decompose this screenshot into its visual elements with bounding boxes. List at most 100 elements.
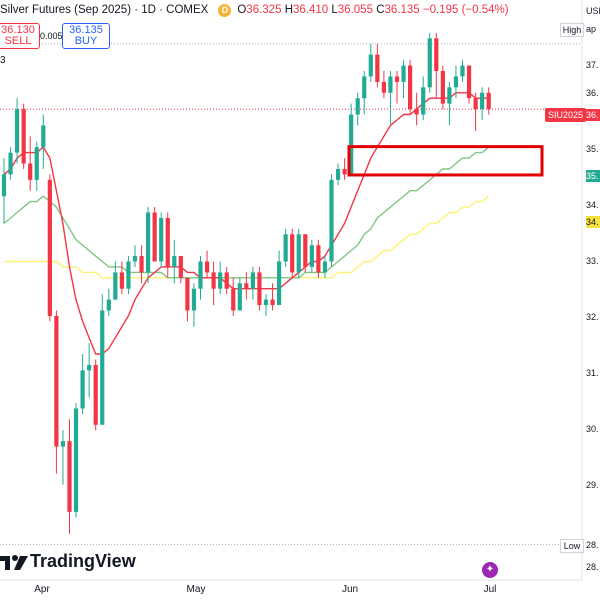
candle	[342, 158, 347, 180]
ma-fast-tag: 35.	[586, 170, 600, 182]
candle-body	[231, 288, 236, 311]
candle	[139, 245, 144, 284]
candle	[100, 294, 105, 425]
change-value: −0.195 (−0.54%)	[422, 4, 509, 16]
candle	[73, 403, 79, 518]
candle	[119, 261, 124, 295]
candle-body	[290, 234, 295, 273]
candle	[191, 283, 197, 327]
candle	[388, 70, 393, 126]
candle-body	[100, 310, 105, 425]
data-delayed-badge[interactable]: D	[218, 3, 232, 17]
candle-body	[375, 54, 380, 82]
candle-body	[440, 70, 445, 104]
candle	[303, 234, 308, 273]
candle	[204, 250, 210, 278]
candle-body	[185, 277, 190, 311]
candle	[473, 92, 478, 131]
candle	[453, 65, 459, 99]
candle	[93, 359, 98, 431]
candle	[316, 239, 321, 278]
candle-body	[1, 174, 7, 197]
candle	[421, 76, 426, 120]
candle	[355, 92, 360, 126]
candle	[146, 207, 151, 284]
symbol-price-tag: SIU2025	[545, 108, 587, 122]
candle	[21, 103, 26, 169]
time-tick: Jun	[341, 584, 359, 595]
candle-body	[355, 98, 360, 115]
candle-body	[460, 65, 465, 77]
candle-body	[335, 168, 341, 180]
candle	[106, 288, 111, 316]
candle	[368, 43, 373, 82]
candle-body	[34, 147, 39, 180]
candle-body	[414, 109, 419, 115]
candle	[414, 92, 419, 126]
candle	[152, 207, 157, 262]
candle-body	[270, 299, 275, 306]
economic-event-icon[interactable]: ✦	[482, 562, 498, 578]
ohlc-values: O36.325 H36.410 L36.055 C36.135 −0.195 (…	[237, 4, 508, 16]
candle-body	[132, 256, 138, 262]
candle-body	[408, 65, 413, 110]
candle	[178, 256, 183, 284]
symbol-title[interactable]: Silver Futures (Sep 2025) · 1D · COMEX	[0, 4, 209, 16]
candle-body	[466, 65, 472, 99]
price-tick: 37.	[586, 60, 599, 70]
candle-body	[106, 299, 111, 311]
candle-body	[172, 256, 177, 267]
candle-body	[93, 364, 98, 425]
candle-body	[362, 76, 367, 99]
candle	[335, 163, 341, 186]
candle-body	[204, 261, 210, 273]
candle	[211, 261, 216, 306]
time-tick: Apr	[34, 584, 50, 595]
candle	[460, 60, 465, 82]
candle	[434, 32, 439, 99]
candle	[237, 277, 242, 311]
candle	[231, 277, 236, 316]
candle-body	[303, 234, 308, 267]
candle	[87, 343, 92, 398]
candle	[486, 87, 491, 115]
candle-body	[198, 261, 203, 289]
candle-body	[152, 212, 157, 262]
candle-body	[146, 212, 151, 273]
sell-button[interactable]: 36.130 SELL	[0, 23, 40, 49]
price-tick: 29.	[586, 480, 599, 490]
candle	[218, 261, 223, 295]
indicator-legend[interactable]: 3	[0, 55, 6, 66]
price-tick: 34.	[586, 200, 599, 210]
candle-body	[80, 370, 85, 409]
candle	[132, 245, 138, 267]
tradingview-logo[interactable]: TradingView	[0, 551, 136, 572]
candle-body	[368, 54, 373, 77]
candle-body	[453, 76, 459, 88]
buy-button[interactable]: 36.135 BUY	[62, 23, 110, 49]
candle-body	[54, 315, 59, 447]
candle	[8, 147, 13, 180]
candle	[15, 98, 20, 164]
candle-body	[309, 245, 314, 267]
candle	[159, 212, 164, 267]
candlesticks[interactable]	[1, 32, 491, 534]
highlight-box	[347, 145, 544, 177]
candle	[290, 228, 295, 278]
candle-body	[165, 217, 170, 267]
candle-body	[342, 168, 347, 175]
low-label: Low	[560, 539, 584, 553]
currency-label[interactable]: USD	[586, 6, 600, 16]
candle-body	[47, 179, 52, 316]
logo-text: TradingView	[30, 551, 136, 571]
candle-body	[401, 65, 406, 82]
open-value: 36.325	[246, 4, 282, 16]
candle-body	[126, 261, 131, 289]
candle-body	[119, 272, 124, 289]
candle-body	[237, 283, 242, 311]
candle	[54, 310, 59, 474]
ma-slow-tag: 34.	[586, 216, 600, 228]
candle	[263, 294, 269, 316]
high-value-tag: ap	[586, 24, 597, 34]
